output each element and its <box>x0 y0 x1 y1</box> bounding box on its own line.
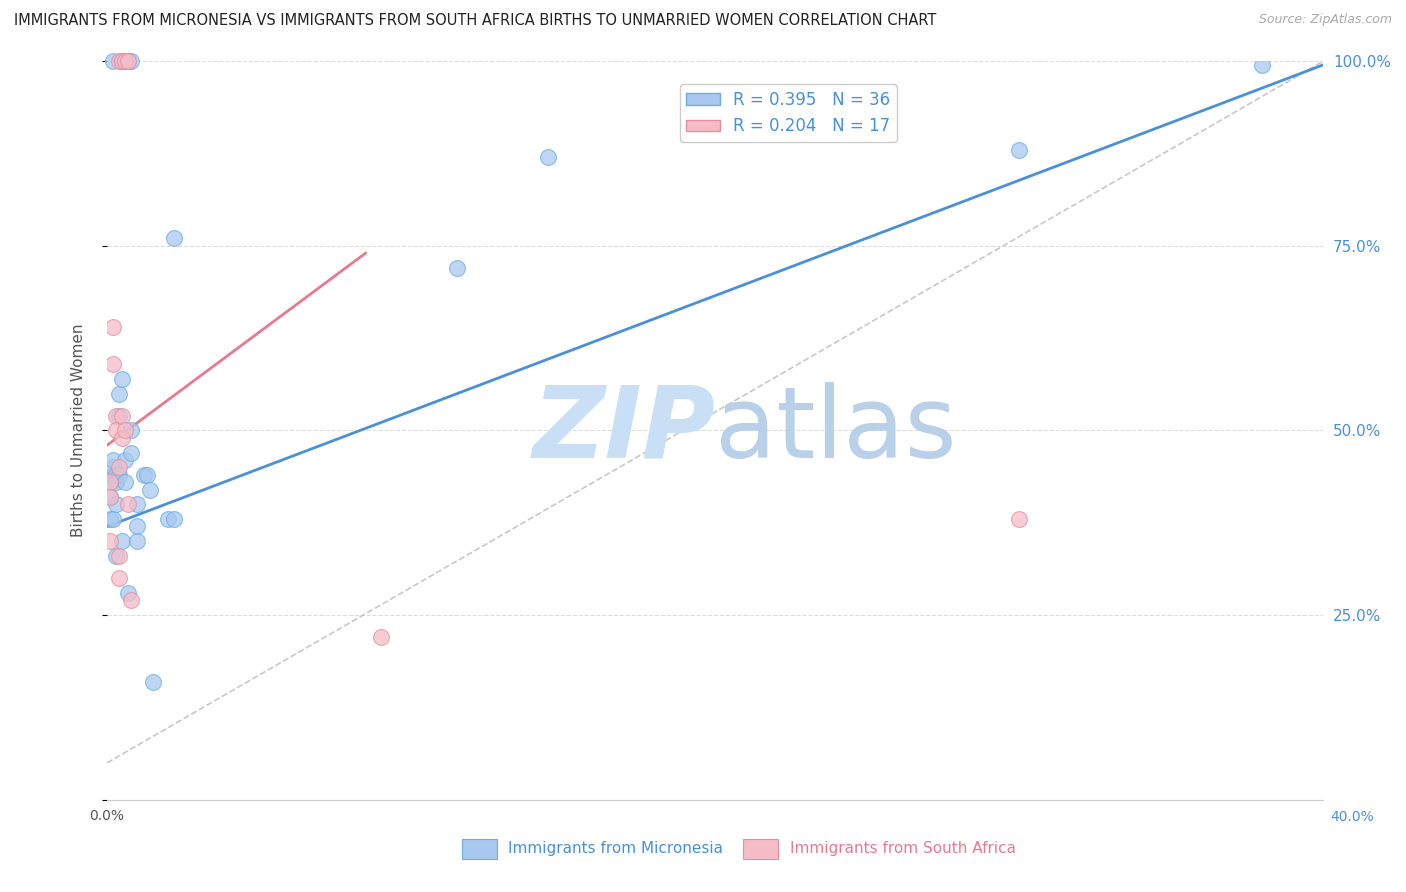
Point <box>132 467 155 482</box>
Point <box>105 409 128 423</box>
Legend: R = 0.395   N = 36, R = 0.204   N = 17: R = 0.395 N = 36, R = 0.204 N = 17 <box>679 84 897 142</box>
Y-axis label: Births to Unmarried Women: Births to Unmarried Women <box>72 324 86 537</box>
Point <box>114 453 136 467</box>
Point <box>105 467 128 482</box>
Point <box>111 372 134 386</box>
Point <box>98 490 121 504</box>
Point <box>98 534 121 549</box>
Point <box>120 54 142 69</box>
Point <box>114 54 136 69</box>
Point <box>108 54 131 69</box>
Point <box>120 424 142 438</box>
Point <box>108 460 131 475</box>
Point <box>156 512 179 526</box>
Point <box>101 467 124 482</box>
Point <box>108 409 131 423</box>
Point <box>135 467 157 482</box>
Point <box>111 54 134 69</box>
Point <box>537 150 560 164</box>
Point <box>105 475 128 490</box>
Point <box>142 674 165 689</box>
Point <box>111 409 134 423</box>
Point <box>101 453 124 467</box>
Point <box>101 357 124 371</box>
Point <box>111 534 134 549</box>
Text: Source: ZipAtlas.com: Source: ZipAtlas.com <box>1258 13 1392 27</box>
Point <box>101 460 124 475</box>
Point <box>117 586 139 600</box>
Point <box>98 490 121 504</box>
Point <box>108 386 131 401</box>
Point <box>108 467 131 482</box>
Text: IMMIGRANTS FROM MICRONESIA VS IMMIGRANTS FROM SOUTH AFRICA BIRTHS TO UNMARRIED W: IMMIGRANTS FROM MICRONESIA VS IMMIGRANTS… <box>14 13 936 29</box>
Point <box>108 549 131 563</box>
Point <box>111 431 134 445</box>
Point <box>108 571 131 585</box>
Point <box>105 424 128 438</box>
Point <box>138 483 160 497</box>
Point <box>127 534 149 549</box>
Point <box>111 54 134 69</box>
Point <box>117 54 139 69</box>
Text: 40.0%: 40.0% <box>1330 811 1374 824</box>
Text: Immigrants from Micronesia: Immigrants from Micronesia <box>509 841 724 856</box>
Point <box>1251 58 1274 72</box>
Point <box>98 475 121 490</box>
Point <box>105 549 128 563</box>
Point <box>117 497 139 511</box>
Point <box>120 593 142 607</box>
Point <box>101 54 124 69</box>
Text: Immigrants from South Africa: Immigrants from South Africa <box>790 841 1015 856</box>
Point <box>127 497 149 511</box>
Point <box>98 475 121 490</box>
Point <box>114 475 136 490</box>
Point <box>120 445 142 459</box>
Point <box>98 512 121 526</box>
Point <box>114 54 136 69</box>
Point <box>101 320 124 334</box>
Point <box>1008 512 1031 526</box>
Point <box>370 630 392 644</box>
Point <box>105 497 128 511</box>
Text: atlas: atlas <box>716 382 957 479</box>
Point <box>101 512 124 526</box>
Point <box>163 231 186 245</box>
Point <box>1008 143 1031 157</box>
Text: ZIP: ZIP <box>533 382 716 479</box>
Point <box>446 260 468 275</box>
Point <box>117 54 139 69</box>
Point <box>163 512 186 526</box>
Point <box>114 424 136 438</box>
Point <box>127 519 149 533</box>
